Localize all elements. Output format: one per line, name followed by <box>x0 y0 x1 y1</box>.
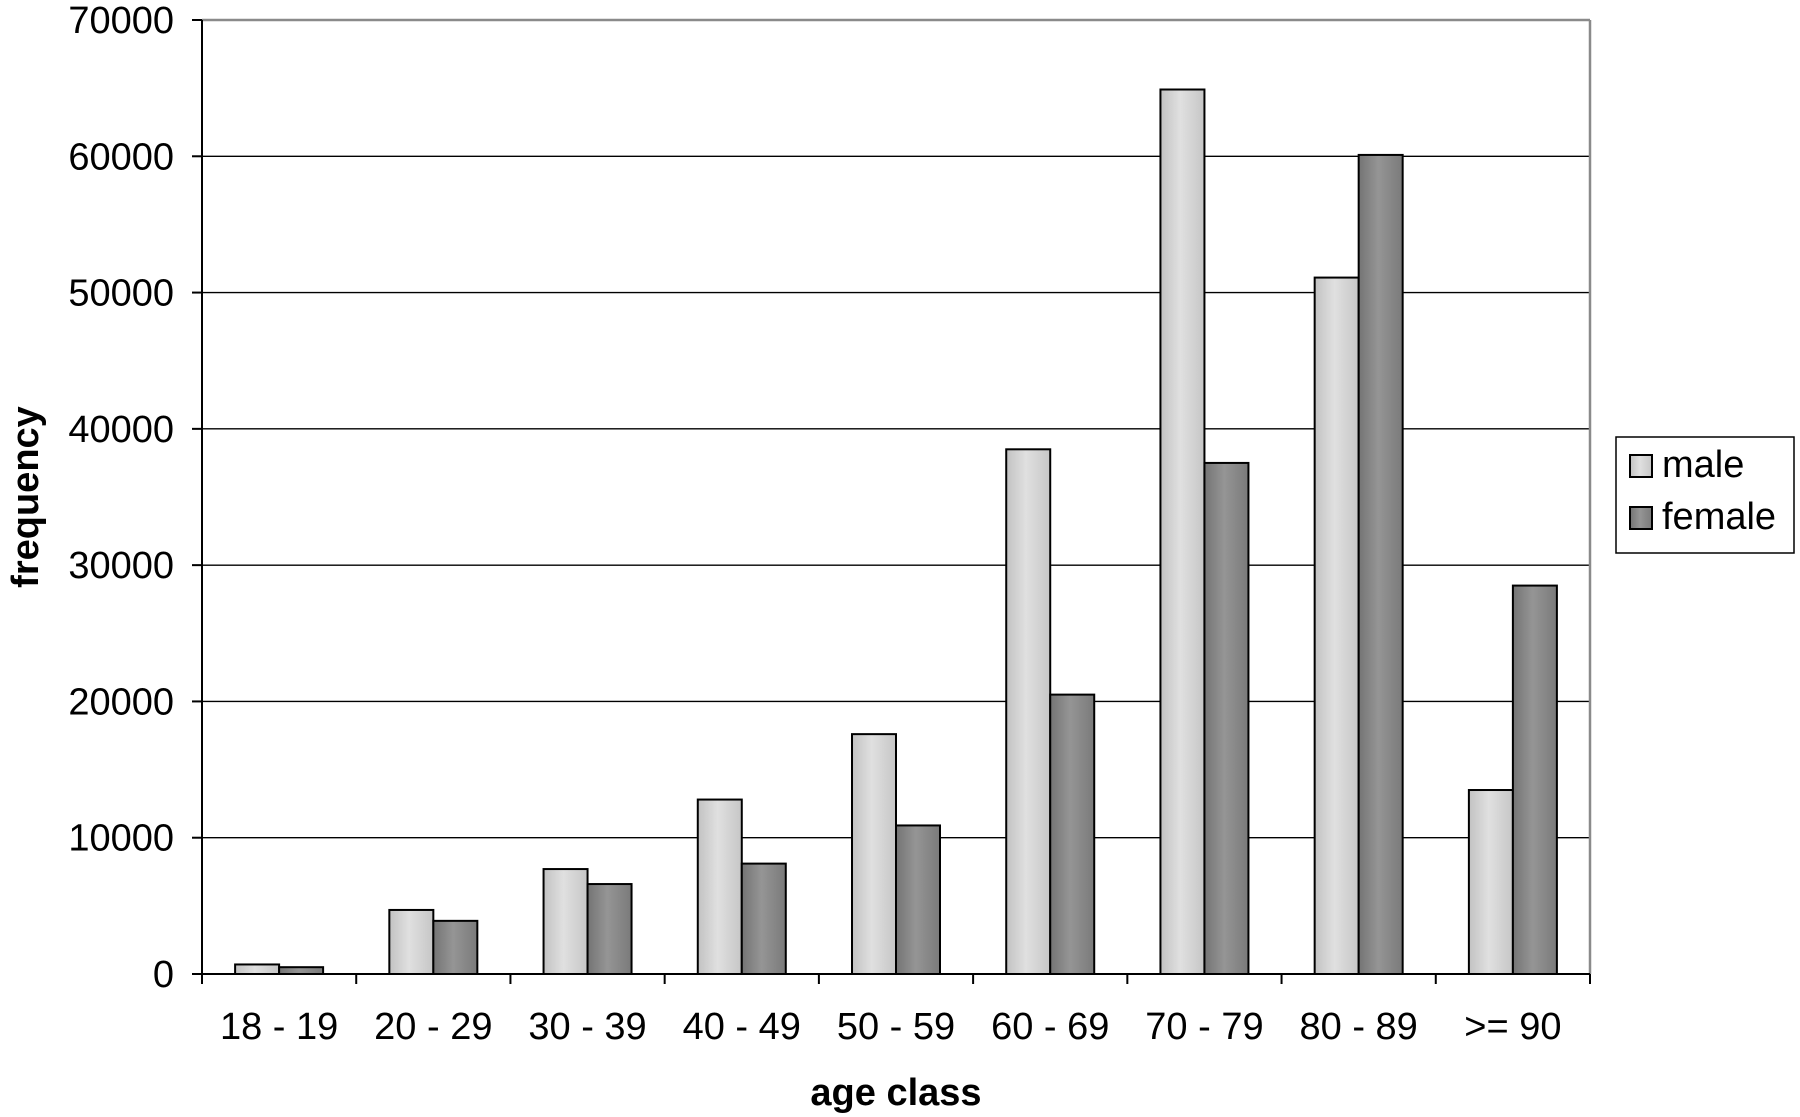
x-tick-label: 70 - 79 <box>1145 1006 1263 1048</box>
y-tick-label: 0 <box>153 954 174 996</box>
x-tick-label: 80 - 89 <box>1300 1006 1418 1048</box>
y-tick-label: 30000 <box>68 545 174 587</box>
x-tick-label: 60 - 69 <box>991 1006 1109 1048</box>
x-tick-label: 18 - 19 <box>220 1006 338 1048</box>
bar-male-9 <box>1467 789 1514 975</box>
bar-female-8 <box>1357 153 1404 975</box>
bar-male-5 <box>851 733 897 975</box>
bar-male-2 <box>388 908 435 976</box>
y-tick-label: 10000 <box>68 818 174 860</box>
legend: male female <box>1615 436 1795 554</box>
bar-female-3 <box>586 883 633 976</box>
y-tick-label: 60000 <box>68 136 174 178</box>
legend-swatch-female <box>1629 506 1653 530</box>
x-axis-title: age class <box>810 1072 981 1114</box>
bars <box>234 88 1558 976</box>
bar-female-7 <box>1203 461 1250 975</box>
bar-female-1 <box>278 966 325 976</box>
bar-female-5 <box>895 824 941 975</box>
bar-male-8 <box>1313 276 1360 975</box>
y-tick-label: 40000 <box>68 409 174 451</box>
axes <box>201 18 1592 975</box>
y-tick-label: 50000 <box>68 273 174 315</box>
y-tick-label: 70000 <box>68 0 174 42</box>
y-axis-ticks: 0 10000 20000 30000 40000 50000 60000 70000 <box>68 0 202 996</box>
legend-label-female: female <box>1662 496 1776 538</box>
x-tick-label: 40 - 49 <box>683 1006 801 1048</box>
bar-male-3 <box>542 868 589 975</box>
bar-male-4 <box>696 798 743 975</box>
legend-label-male: male <box>1662 444 1744 486</box>
x-tick-label: >= 90 <box>1464 1006 1561 1048</box>
y-tick-label: 20000 <box>68 681 174 723</box>
bar-male-7 <box>1159 88 1206 975</box>
bar-male-1 <box>234 963 281 976</box>
bar-female-6 <box>1049 693 1096 975</box>
x-tick-label: 20 - 29 <box>374 1006 492 1048</box>
x-tick-label: 50 - 59 <box>837 1006 955 1048</box>
bar-male-6 <box>1005 448 1052 975</box>
legend-swatch-male <box>1629 454 1653 478</box>
bar-female-4 <box>740 862 787 976</box>
bar-female-2 <box>432 919 479 975</box>
bar-female-9 <box>1511 584 1558 975</box>
x-axis-ticks: 18 - 19 20 - 29 30 - 39 40 - 49 50 - 59 60 - … <box>201 974 1591 1048</box>
x-tick-label: 30 - 39 <box>528 1006 646 1048</box>
y-axis-title: frequency <box>5 406 47 588</box>
